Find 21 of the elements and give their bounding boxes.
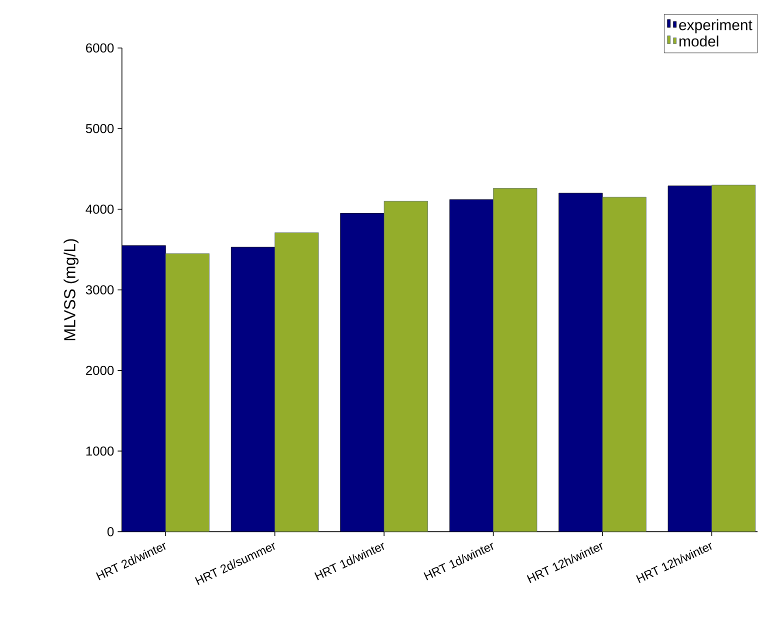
y-tick-label: 6000 [86,44,114,53]
y-tick-label: 2000 [86,366,114,376]
bar [449,200,494,532]
y-tick-label: 3000 [86,285,114,295]
legend-label: experiment [679,19,752,34]
bar [274,232,319,532]
y-tick-label: 5000 [86,124,114,134]
bar [602,197,646,532]
bar [340,213,384,532]
y-tick-label: 4000 [86,204,114,214]
bar [668,186,712,532]
bar [712,185,756,532]
bar [165,254,210,532]
y-tick-label: 0 [107,527,114,536]
y-tick-label: 1000 [86,446,114,456]
bar [384,201,428,532]
bar [493,188,538,532]
y-axis-title: MLVSS (mg/L) [64,239,79,340]
legend-label: model [680,36,718,47]
bar [558,193,603,532]
bar [230,247,276,532]
